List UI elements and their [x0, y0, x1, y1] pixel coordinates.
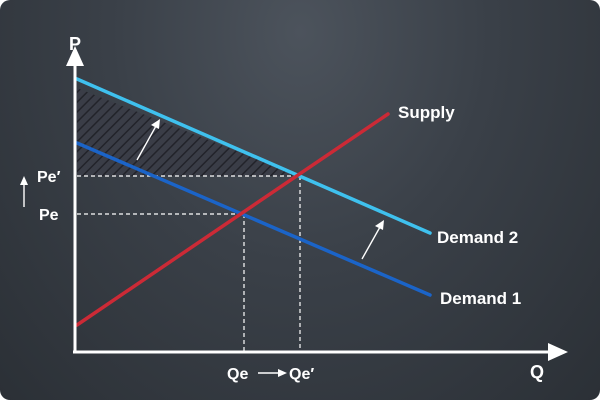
- guide-lines: [77, 176, 300, 352]
- quantity-new-label: Qe′: [289, 366, 314, 383]
- quantity-initial-label: Qe: [227, 366, 248, 383]
- demand-2-label: Demand 2: [437, 228, 518, 247]
- supply-label: Supply: [398, 103, 455, 122]
- y-axis-label: P: [69, 34, 81, 54]
- x-axis-label: Q: [530, 362, 544, 382]
- price-initial-label: Pe: [39, 207, 59, 224]
- x-axis-arrow-icon: [548, 343, 568, 361]
- price-new-label: Pe′: [37, 169, 61, 186]
- right-arrow-icon: [258, 369, 287, 377]
- up-arrow-icon: [20, 176, 28, 207]
- demand-1-label: Demand 1: [440, 289, 521, 308]
- shift-arrow-icon: [362, 220, 384, 259]
- axes: [66, 46, 568, 361]
